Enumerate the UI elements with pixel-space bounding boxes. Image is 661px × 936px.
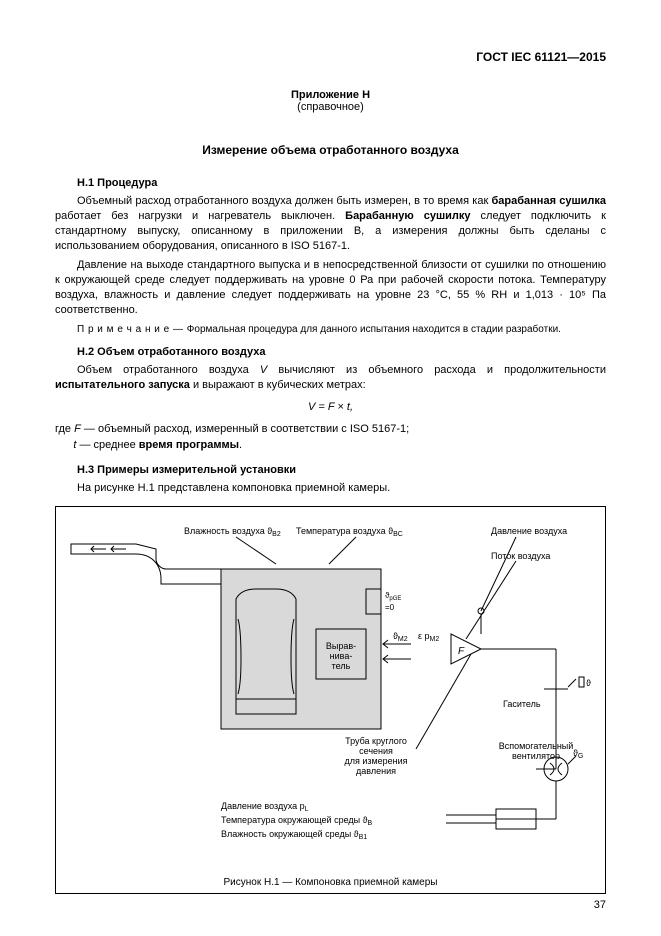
where-block: где F — объемный расход, измеренный в со… [55,421,606,454]
appendix-type: (справочное) [55,101,606,113]
label-F: F [458,646,465,657]
h1-note: П р и м е ч а н и е — Формальная процеду… [55,323,606,337]
label-humidity-b2: Влажность воздуха ϑB2 [184,526,281,538]
appendix-header: Приложение H (справочное) [55,89,606,113]
label-flow-air: Поток воздуха [491,551,550,561]
document-title: Измерение объема отработанного воздуха [55,143,606,157]
label-temp-env: Температура окружающей среды ϑB [221,815,373,827]
figure-caption: Рисунок H.1 — Компоновка приемной камеры [66,877,595,888]
h1-para2: Давление на выходе стандартного выпуска … [55,258,606,317]
label-temp-bc: Температура воздуха ϑBC [296,526,403,538]
section-h1-heading: H.1 Процедура [55,177,606,189]
label-p-m2: ε pM2 [418,631,439,643]
standard-number: ГОСТ IEC 61121—2015 [55,50,606,64]
label-pressure-pl: Давление воздуха pL [221,801,309,813]
section-h3-heading: H.3 Примеры измерительной установки [55,464,606,476]
label-eq0: =0 [385,603,395,612]
diagram-svg: Вырав-нива-тель ϑpGE =0 Влажность воздух… [66,519,596,859]
h1-para1: Объемный расход отработанного воздуха до… [55,194,606,253]
section-h2-heading: H.2 Объем отработанного воздуха [55,346,606,358]
label-fan: Вспомогательныйвентилятор [499,741,574,761]
label-theta-g: ϑG [573,748,583,760]
label-theta-out: ϑ [586,678,591,688]
label-theta-m2: ϑM2 [393,631,408,643]
label-theta-ge: ϑpGE [385,591,401,602]
h3-para1: На рисунке H.1 представлена компоновка п… [55,481,606,496]
page-number: 37 [594,899,606,911]
h2-para1: Объем отработанного воздуха V вычисляют … [55,363,606,393]
formula: V = F × t, [55,401,606,413]
label-damper: Гаситель [503,699,541,709]
appendix-letter: Приложение H [55,89,606,101]
label-pressure-air: Давление воздуха [491,526,567,536]
label-humid-env: Влажность окружающей среды ϑB1 [221,829,367,841]
figure-h1: Вырав-нива-тель ϑpGE =0 Влажность воздух… [55,506,606,894]
label-tube: Труба круглогосечениядля измерениядавлен… [344,736,407,776]
